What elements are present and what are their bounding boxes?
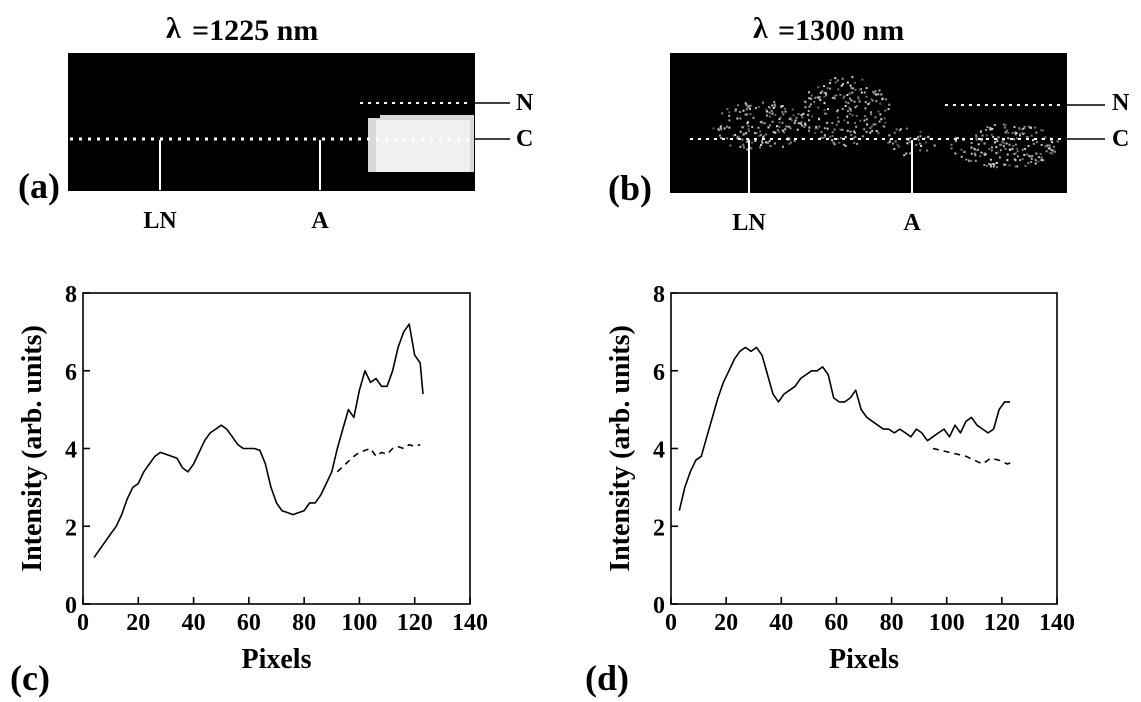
- chart-c: 0 20 40 60 80 100 120 140 0 2 4 6 8 Pixels Intensity (…: [17, 282, 488, 675]
- chart-c-series-solid-line: [93, 323, 424, 558]
- image-a-title-value: =1225 nm: [192, 14, 318, 47]
- chart-d-x-tick-label: 40: [769, 610, 793, 636]
- chart-c-y-tick-label: 4: [65, 438, 77, 464]
- chart-d-y-tick-label: 8: [653, 282, 665, 308]
- image-panel-a: λ =1225 nm N C (a) LN A: [18, 12, 534, 234]
- chart-c-panel-label: (c): [10, 658, 50, 698]
- image-a-row-label-n: N: [516, 90, 534, 116]
- image-b-marker-label-ln: LN: [732, 210, 766, 236]
- chart-c-x-tick-label: 120: [397, 610, 433, 636]
- image-a-panel-label: (a): [18, 166, 60, 206]
- chart-d-y-tick-label: 4: [653, 438, 665, 464]
- chart-c-x-tick-label: 0: [77, 610, 89, 636]
- chart-c-y-tick-label: 6: [65, 360, 77, 386]
- image-a-marker-label-ln: LN: [143, 208, 177, 234]
- chart-d-y-tick-label: 0: [653, 593, 665, 619]
- chart-d-plot-frame: [670, 292, 1058, 605]
- image-b-marker-label-a: A: [903, 210, 921, 236]
- image-a-marker-label-a: A: [311, 208, 329, 234]
- image-b-frame: [670, 53, 1067, 193]
- chart-c-x-tick-label: 100: [341, 610, 377, 636]
- chart-c-x-axis-title: Pixels: [242, 644, 312, 675]
- chart-c-series-dashed-line: [336, 443, 421, 473]
- chart-d-x-tick-label: 20: [714, 610, 738, 636]
- chart-c-y-tick-label: 2: [65, 515, 77, 541]
- chart-d-y-tick-label: 6: [653, 360, 665, 386]
- chart-c-y-tick-label: 0: [65, 593, 77, 619]
- chart-d-y-axis-title: Intensity (arb. units): [605, 325, 636, 572]
- image-a-bright-region: [368, 108, 474, 188]
- image-b-row-label-c: C: [1112, 126, 1129, 152]
- image-b-panel-label: (b): [608, 168, 652, 208]
- chart-d: 0 20 40 60 80 100 120 140 0 2 4 6 8 Pixels Intensity (…: [605, 282, 1075, 675]
- chart-d-series-dashed-line: [932, 447, 1014, 465]
- chart-d-x-tick-label: 80: [880, 610, 904, 636]
- chart-d-x-tick-label: 60: [824, 610, 848, 636]
- chart-d-x-tick-label: 140: [1039, 610, 1075, 636]
- image-b-speckle: [712, 76, 1059, 169]
- image-b-title-symbol: λ: [753, 12, 768, 45]
- chart-c-x-tick-label: 20: [126, 610, 150, 636]
- image-a-title-symbol: λ: [166, 12, 181, 45]
- image-panel-b: λ =1300 nm N C (b) LN A: [608, 12, 1130, 236]
- image-a-row-label-c: C: [516, 126, 533, 152]
- image-b-row-label-n: N: [1112, 90, 1130, 116]
- chart-d-panel-label: (d): [585, 658, 629, 698]
- chart-c-y-tick-label: 8: [65, 282, 77, 308]
- chart-d-x-tick-label: 0: [665, 610, 677, 636]
- chart-d-x-tick-label: 120: [984, 610, 1020, 636]
- image-b-title-value: =1300 nm: [778, 14, 904, 47]
- chart-d-x-tick-label: 100: [929, 610, 965, 636]
- chart-d-y-tick-label: 2: [653, 515, 665, 541]
- chart-c-x-tick-label: 40: [182, 610, 206, 636]
- chart-c-x-tick-label: 60: [237, 610, 261, 636]
- chart-c-y-axis-title: Intensity (arb. units): [17, 325, 48, 572]
- chart-d-series-solid-line: [678, 346, 1011, 511]
- chart-d-x-axis-title: Pixels: [829, 644, 899, 675]
- chart-c-x-tick-label: 80: [292, 610, 316, 636]
- chart-c-x-tick-label: 140: [452, 610, 488, 636]
